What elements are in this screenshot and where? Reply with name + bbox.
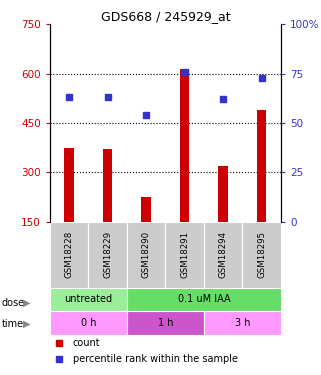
Bar [218,166,228,222]
Text: 3 h: 3 h [235,318,250,328]
Text: 0 h: 0 h [81,318,96,328]
Bar [242,222,281,288]
Bar [257,110,266,222]
Bar [127,222,165,288]
Text: percentile rank within the sample: percentile rank within the sample [73,354,238,364]
Text: 1 h: 1 h [158,318,173,328]
Text: GSM18229: GSM18229 [103,231,112,278]
Text: ▶: ▶ [23,298,30,308]
Bar [141,197,151,222]
Bar [165,222,204,288]
Text: GSM18291: GSM18291 [180,231,189,278]
Text: GSM18228: GSM18228 [65,231,74,278]
Text: GSM18290: GSM18290 [142,231,151,278]
Bar [64,148,74,222]
Text: count: count [73,338,100,348]
Bar [88,222,127,288]
Text: dose: dose [2,298,25,308]
Text: ▶: ▶ [23,319,30,328]
Bar [50,288,127,311]
Bar [50,222,88,288]
Text: 0.1 uM IAA: 0.1 uM IAA [178,294,230,304]
Bar [180,69,189,222]
Text: GSM18295: GSM18295 [257,231,266,278]
Bar [204,222,242,288]
Bar [103,149,112,222]
Text: time: time [2,319,24,328]
Text: GSM18294: GSM18294 [219,231,228,278]
Title: GDS668 / 245929_at: GDS668 / 245929_at [100,10,230,23]
Bar [204,311,281,334]
Bar [127,288,281,311]
Bar [127,311,204,334]
Text: untreated: untreated [64,294,112,304]
Bar [50,311,127,334]
